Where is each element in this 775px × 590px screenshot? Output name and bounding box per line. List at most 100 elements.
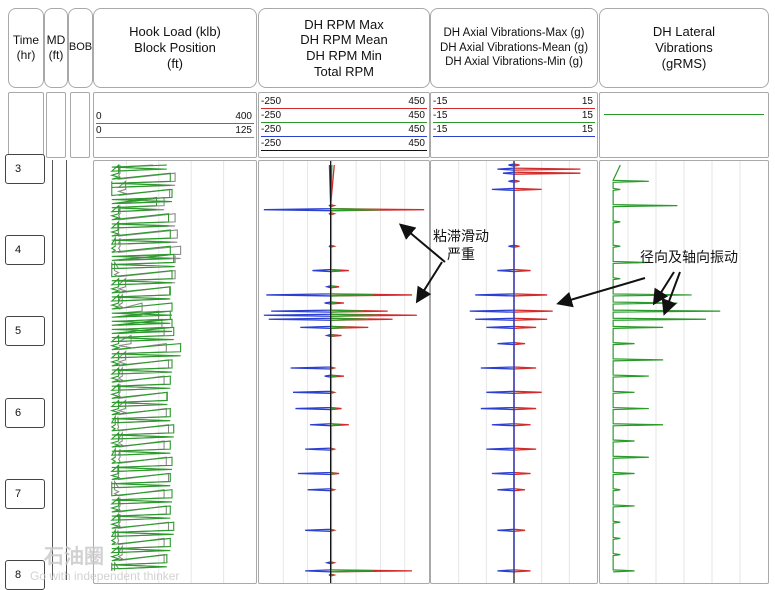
scale-min: 0 <box>96 111 102 122</box>
scale-min: -15 <box>433 96 448 107</box>
time-tick: 4 <box>5 235 45 266</box>
rpm-min-trace <box>263 165 332 577</box>
scale-max: 450 <box>408 124 425 135</box>
rpm-header: DH RPM Max DH RPM Mean DH RPM Min Total … <box>258 8 430 88</box>
scale-line <box>433 136 595 137</box>
scale-min: -250 <box>261 110 282 121</box>
hook-load-trace <box>109 163 182 571</box>
scale-line <box>433 108 595 109</box>
bob-header-label: BOB <box>68 41 93 54</box>
scale-min: -250 <box>261 124 282 135</box>
bob-header: BOB <box>68 8 93 88</box>
axial-scale-row-2: -15 15 <box>431 124 597 138</box>
scale-min: -15 <box>433 124 448 135</box>
scale-line <box>433 122 595 123</box>
scale-line <box>261 108 427 109</box>
bob-scale-box <box>70 92 90 158</box>
rpm-plot <box>263 161 425 583</box>
axial-max-trace <box>513 163 581 573</box>
time-header-line2: (hr) <box>16 48 36 62</box>
rpm-scale-row-0: -250 450 <box>259 96 429 110</box>
axial-track <box>430 160 598 584</box>
time-tick: 8 <box>5 559 45 590</box>
scale-max: 400 <box>235 111 252 122</box>
rpm-mean-trace <box>329 165 381 577</box>
scale-max: 15 <box>581 96 593 107</box>
rpm-scale: -250 450 -250 450 -250 450 -250 450 <box>258 92 430 158</box>
time-tick: 7 <box>5 478 45 509</box>
scale-min: 0 <box>96 125 102 136</box>
md-track-line <box>52 160 53 580</box>
axial-header-line2: DH Axial Vibrations-Mean (g) <box>439 41 589 54</box>
scale-min: -15 <box>433 110 448 121</box>
time-tick: 5 <box>5 316 45 347</box>
rpm-max-trace <box>329 164 425 577</box>
scale-min: -250 <box>261 96 282 107</box>
time-header: Time (hr) <box>8 8 44 88</box>
rpm-scale-row-3: -250 450 <box>259 138 429 152</box>
watermark-en: Go with independent thinker <box>30 569 180 583</box>
rpm-header-line2: DH RPM Mean <box>300 32 388 48</box>
rpm-scale-row-2: -250 450 <box>259 124 429 138</box>
rpm-header-line1: DH RPM Max <box>304 16 384 32</box>
time-tick: 6 <box>5 397 45 428</box>
watermark: 石油圈 Go with independent thinker <box>30 540 179 583</box>
time-header-line1: Time <box>12 33 40 47</box>
axial-scale-row-0: -15 15 <box>431 96 597 110</box>
rpm-scale-row-1: -250 450 <box>259 110 429 124</box>
lateral-header-line2: Vibrations <box>655 39 713 55</box>
hook-header: Hook Load (klb) Block Position (ft) <box>93 8 257 88</box>
scale-line <box>96 137 254 138</box>
axial-header-line1: DH Axial Vibrations-Max (g) <box>443 27 585 40</box>
md-header-line1: MD <box>46 33 66 47</box>
scale-line <box>96 123 254 124</box>
axial-header: DH Axial Vibrations-Max (g) DH Axial Vib… <box>430 8 598 88</box>
axial-min-trace <box>469 163 515 573</box>
lateral-plot <box>612 161 741 583</box>
scale-line <box>604 114 764 115</box>
axial-header-line3: DH Axial Vibrations-Min (g) <box>445 56 583 69</box>
lateral-track <box>599 160 769 584</box>
vibration-annotation: 径向及轴向振动 <box>640 247 738 267</box>
scale-max: 125 <box>235 125 252 136</box>
scale-max: 15 <box>581 124 593 135</box>
rpm-track <box>258 160 430 584</box>
time-scale-box <box>8 92 44 158</box>
scale-line <box>261 122 427 123</box>
lateral-header-line3: (gRMS) <box>661 56 707 72</box>
scale-line <box>261 136 427 137</box>
rpm-header-line4: Total RPM <box>314 63 374 79</box>
md-header: MD (ft) <box>44 8 68 88</box>
scale-max: 450 <box>408 96 425 107</box>
hook-scale-row-1: 0 125 <box>94 125 256 139</box>
rpm-header-line3: DH RPM Min <box>306 48 382 63</box>
lateral-vibration-trace <box>612 164 721 573</box>
watermark-cn: 石油圈 <box>44 546 104 568</box>
stick-slip-line2: 严重 <box>447 245 475 262</box>
scale-max: 15 <box>581 110 593 121</box>
hook-header-line3: (ft) <box>167 56 183 72</box>
axial-plot <box>458 161 581 583</box>
time-tick: 3 <box>5 154 45 185</box>
time-track: 3 4 5 6 7 8 <box>2 154 46 590</box>
hook-header-line1: Hook Load (klb) <box>129 23 221 39</box>
lateral-scale <box>599 92 769 158</box>
lateral-header: DH Lateral Vibrations (gRMS) <box>599 8 769 88</box>
md-scale-box <box>46 92 66 158</box>
scale-line <box>261 150 427 151</box>
vibration-label: 径向及轴向振动 <box>640 249 738 265</box>
stick-slip-line1: 粘滞滑动 <box>433 228 489 244</box>
hook-scale: 0 400 0 125 <box>93 92 257 158</box>
scale-min: -250 <box>261 138 282 149</box>
md-header-line2: (ft) <box>48 48 64 62</box>
hook-track <box>93 160 257 584</box>
axial-scale: -15 15 -15 15 -15 15 <box>430 92 598 158</box>
bob-track-line <box>66 160 67 580</box>
scale-max: 450 <box>408 138 425 149</box>
axial-scale-row-1: -15 15 <box>431 110 597 124</box>
hook-scale-row-0: 0 400 <box>94 111 256 125</box>
stick-slip-annotation: 粘滞滑动 严重 <box>433 228 489 263</box>
lateral-header-line1: DH Lateral <box>652 23 716 39</box>
hook-plot <box>109 161 225 583</box>
scale-max: 450 <box>408 110 425 121</box>
